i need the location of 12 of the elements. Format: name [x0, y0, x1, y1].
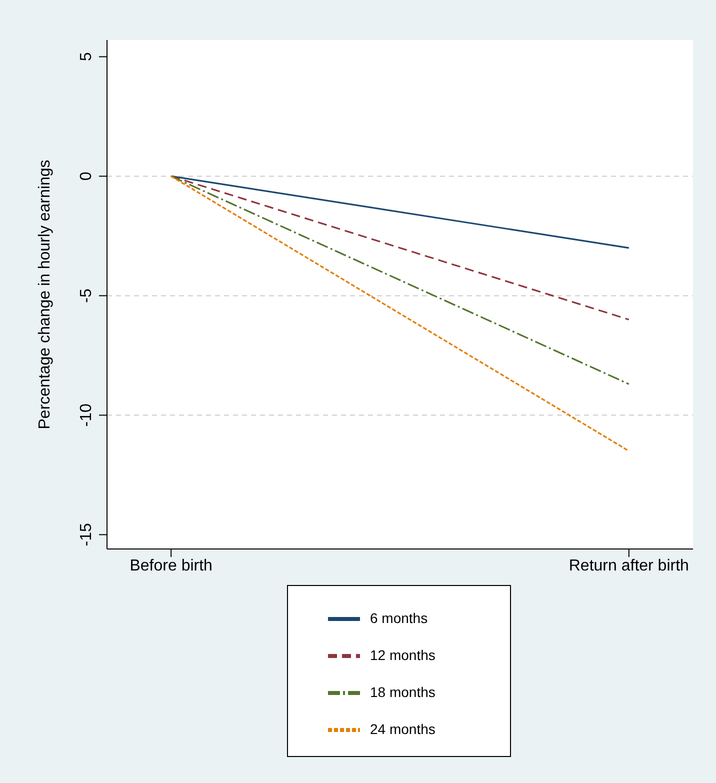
- x-tick-label: Return after birth: [568, 557, 689, 574]
- y-tick-label: -5: [78, 288, 95, 303]
- legend-label: 24 months: [370, 721, 436, 737]
- legend-label: 12 months: [370, 647, 436, 663]
- y-tick-label: 5: [78, 52, 95, 62]
- y-tick-label: -10: [78, 404, 95, 427]
- legend-label: 18 months: [370, 684, 436, 700]
- y-tick-label: 0: [78, 172, 95, 181]
- x-tick-label: Before birth: [130, 557, 212, 574]
- y-axis-title: Percentage change in hourly earnings: [36, 160, 54, 430]
- legend-label: 6 months: [370, 610, 428, 626]
- y-tick-label: -15: [78, 523, 95, 546]
